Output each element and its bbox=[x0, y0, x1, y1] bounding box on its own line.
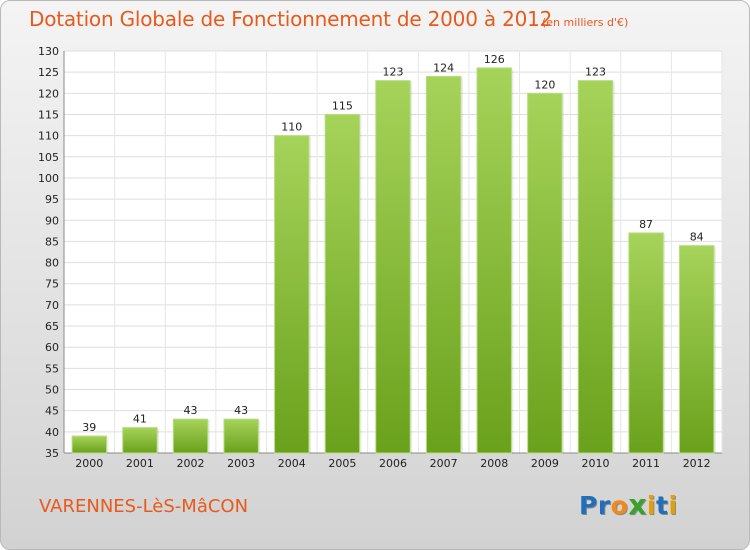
x-tick-label: 2005 bbox=[328, 457, 356, 470]
y-tick-label: 70 bbox=[45, 299, 59, 312]
bar-value-label: 123 bbox=[585, 66, 606, 79]
y-tick-label: 125 bbox=[38, 66, 59, 79]
y-tick-label: 100 bbox=[38, 172, 59, 185]
bar-value-label: 39 bbox=[82, 421, 96, 434]
bar-value-label: 126 bbox=[484, 53, 505, 66]
logo-letter: r bbox=[597, 491, 611, 520]
bars-layer bbox=[71, 67, 716, 454]
bar-value-label: 120 bbox=[534, 78, 555, 91]
y-tick-label: 130 bbox=[38, 45, 59, 58]
y-tick-label: 60 bbox=[45, 341, 59, 354]
bar bbox=[172, 418, 209, 454]
x-tick-label: 2010 bbox=[581, 457, 609, 470]
bar bbox=[223, 418, 259, 454]
x-tick-label: 2011 bbox=[632, 457, 660, 470]
x-tick-label: 2008 bbox=[480, 457, 508, 470]
chart-unit: (en milliers d'€) bbox=[542, 16, 629, 29]
bar-value-label: 123 bbox=[383, 66, 404, 79]
logo-letter: x bbox=[628, 488, 647, 521]
logo-letter: o bbox=[610, 491, 629, 520]
x-tick-label: 2006 bbox=[379, 457, 407, 470]
bar bbox=[71, 435, 108, 454]
chart-title: Dotation Globale de Fonctionnement de 20… bbox=[29, 7, 553, 31]
x-tick-label: 2009 bbox=[531, 457, 559, 470]
y-tick-label: 115 bbox=[38, 108, 59, 121]
bar-value-label: 115 bbox=[332, 99, 353, 112]
bar bbox=[375, 80, 411, 454]
x-tick-label: 2007 bbox=[430, 457, 458, 470]
x-tick-label: 2000 bbox=[75, 457, 103, 470]
proxiti-logo: Proxiti bbox=[579, 488, 678, 521]
y-tick-label: 65 bbox=[45, 320, 59, 333]
y-tick-label: 45 bbox=[45, 405, 59, 418]
y-tick-label: 80 bbox=[45, 257, 59, 270]
logo-letter: t bbox=[656, 491, 669, 520]
y-tick-label: 35 bbox=[45, 447, 59, 460]
commune-name: VARENNES-LèS-MâCON bbox=[39, 496, 249, 517]
labels-layer: 35 40 45 50 55 60 65 70 75 80 85 90 95 100 105 110 115 12… bbox=[38, 45, 711, 470]
bar bbox=[476, 67, 512, 454]
y-tick-label: 110 bbox=[38, 130, 59, 143]
y-tick-label: 55 bbox=[45, 362, 59, 375]
bar-value-label: 87 bbox=[639, 218, 653, 231]
y-tick-label: 40 bbox=[45, 426, 59, 439]
bar bbox=[577, 80, 614, 454]
bar-value-label: 41 bbox=[133, 413, 147, 426]
bar bbox=[678, 245, 715, 454]
y-tick-label: 85 bbox=[45, 235, 59, 248]
bar bbox=[628, 232, 664, 454]
logo-letter: i bbox=[668, 491, 678, 520]
bar-value-label: 84 bbox=[690, 231, 704, 244]
bar bbox=[425, 75, 462, 454]
y-tick-label: 120 bbox=[38, 87, 59, 100]
bar bbox=[527, 92, 563, 454]
y-tick-label: 75 bbox=[45, 278, 59, 291]
logo-letter: i bbox=[646, 491, 656, 520]
bar-value-label: 110 bbox=[281, 121, 302, 134]
y-tick-label: 90 bbox=[45, 214, 59, 227]
x-tick-label: 2012 bbox=[683, 457, 711, 470]
x-tick-label: 2003 bbox=[227, 457, 255, 470]
bar bbox=[324, 113, 361, 454]
x-tick-label: 2001 bbox=[126, 457, 154, 470]
bar bbox=[274, 135, 310, 454]
bar bbox=[122, 427, 158, 454]
y-tick-label: 105 bbox=[38, 151, 59, 164]
x-tick-label: 2002 bbox=[177, 457, 205, 470]
x-tick-label: 2004 bbox=[278, 457, 306, 470]
y-tick-label: 50 bbox=[45, 384, 59, 397]
bar-value-label: 43 bbox=[184, 404, 198, 417]
bar-value-label: 124 bbox=[433, 61, 454, 74]
bar-value-label: 43 bbox=[234, 404, 248, 417]
logo-letter: P bbox=[579, 491, 598, 520]
y-tick-label: 95 bbox=[45, 193, 59, 206]
